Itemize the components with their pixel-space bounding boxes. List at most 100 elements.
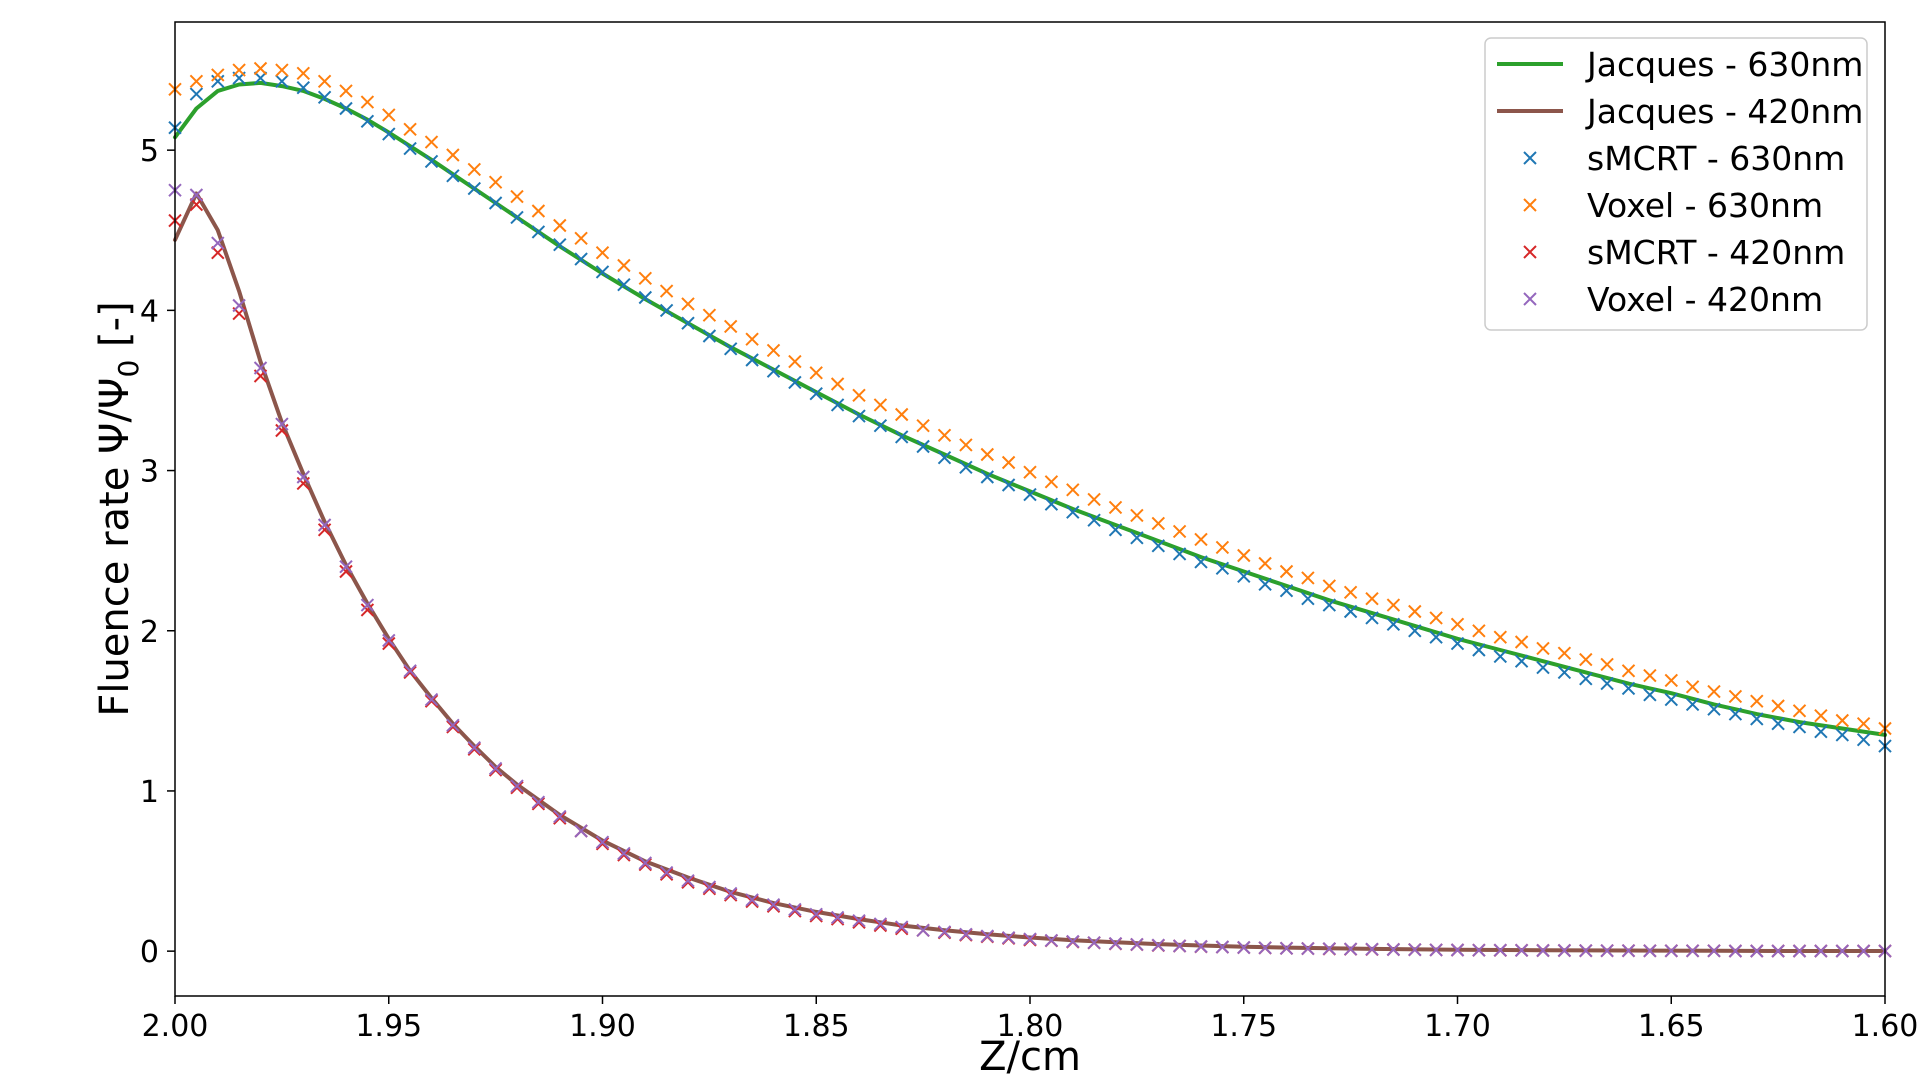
legend-label: Jacques - 630nm [1585,45,1863,84]
data-point-marker [211,245,225,260]
legend-marker-swatch [1523,198,1537,212]
data-point-marker [360,603,375,617]
data-point-marker [1172,547,1187,561]
data-point-marker [809,386,823,401]
data-point-marker [1322,598,1337,612]
data-point-marker [1600,943,1614,958]
data-point-marker [510,189,524,204]
data-point-marker [553,237,567,252]
data-point-marker [1301,571,1315,585]
data-point-marker [1557,665,1572,680]
data-point-marker [1408,604,1422,619]
data-point-marker [1194,532,1208,547]
data-point-marker [232,63,246,77]
data-point-marker [681,873,695,888]
data-point-marker [681,316,695,330]
data-point-marker [446,720,460,734]
x-tick-label: 1.95 [355,1009,422,1044]
data-point-marker [1023,932,1037,946]
data-point-marker [467,181,482,196]
data-point-marker [937,925,952,939]
data-point-marker [617,258,631,273]
data-point-marker [1023,487,1037,502]
data-point-marker [488,175,503,189]
y-axis-label: Fluence rate Ψ/Ψ0 [-] [92,301,145,716]
ticks: 2.00 1.95 1.90 1.85 1.80 1.75 1.70 1.65 1.60 0 1 2 3… [140,134,1918,1044]
data-point-marker [702,308,717,322]
data-point-marker [1792,720,1807,734]
data-point-marker [1386,942,1401,957]
data-point-marker [488,196,503,210]
data-point-marker [1258,577,1272,592]
data-point-marker [1066,934,1080,949]
data-point-marker [1579,672,1593,686]
data-point-marker [1215,561,1230,576]
data-point-marker [574,231,588,246]
data-point-marker [1001,930,1016,945]
data-point-marker [809,366,823,380]
data-point-marker [510,210,524,225]
data-point-marker [1685,697,1700,712]
data-point-marker [296,66,311,81]
data-point-marker [595,265,610,279]
data-point-marker [702,329,717,343]
y-tick-label: 5 [140,134,159,169]
data-point-marker [894,407,909,422]
data-point-marker [211,236,225,250]
data-point-marker [510,779,524,793]
data-point-marker [916,418,930,433]
data-point-marker [830,398,845,412]
data-point-marker [766,343,781,358]
data-point-marker [553,809,567,824]
legend-entry-smcrt-630nm: sMCRT - 630nm [1523,139,1845,178]
data-point-marker [403,141,417,156]
data-point-marker [1814,944,1828,958]
data-point-marker [809,907,823,922]
data-point-marker [873,418,888,433]
data-point-marker [1301,941,1315,956]
data-point-marker [638,271,653,286]
data-point-marker [488,763,503,777]
data-point-marker [681,875,695,890]
data-point-marker [339,564,353,579]
data-point-marker [1237,548,1251,563]
data-point-marker [659,303,674,318]
data-point-marker [1493,649,1508,664]
data-point-marker [1771,716,1785,731]
y-axis-label-subscript: 0 [112,360,145,378]
data-point-marker [1343,604,1358,619]
data-point-marker [1066,483,1080,497]
data-point-marker [745,332,759,346]
data-point-marker [1237,940,1251,955]
data-point-marker [937,428,952,443]
data-point-marker [253,71,268,85]
data-point-marker [1856,732,1871,747]
data-point-marker [873,917,888,931]
series-markers-smcrt-630nm [168,71,1892,753]
data-point-marker [1108,936,1123,951]
data-point-marker [638,857,653,872]
data-point-marker [553,811,567,825]
x-tick-label: 1.65 [1638,1009,1705,1044]
x-tick-label: 1.70 [1424,1009,1491,1044]
data-point-marker [809,909,823,923]
data-point-marker [894,921,909,936]
data-point-marker [766,899,781,914]
data-point-marker [595,835,610,849]
data-point-marker [852,409,866,423]
data-point-marker [189,87,204,101]
data-point-marker [1472,624,1486,638]
data-point-marker [446,148,460,162]
data-point-marker [317,74,332,89]
data-point-marker [1215,540,1230,555]
data-point-marker [1514,635,1529,649]
data-point-marker [959,460,973,475]
legend-marker-swatch [1523,292,1537,306]
data-point-marker [424,154,439,169]
legend-label: Jacques - 420nm [1585,92,1863,131]
data-point-marker [1557,943,1572,958]
data-point-marker [1386,617,1401,632]
data-point-marker [1429,611,1443,625]
data-point-marker [296,80,311,95]
data-point-marker [1130,937,1144,952]
